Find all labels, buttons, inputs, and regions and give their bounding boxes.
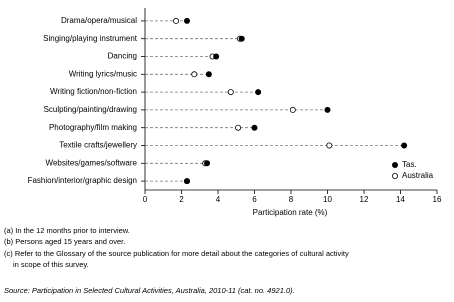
legend-marker <box>391 161 398 168</box>
dot <box>238 35 245 42</box>
dot <box>401 142 408 149</box>
dot <box>326 142 333 149</box>
x-tick-label: 4 <box>216 195 221 204</box>
dot <box>205 71 212 78</box>
x-axis-label: Participation rate (%) <box>253 208 328 217</box>
y-tick-label: Websites/games/software <box>46 158 138 167</box>
y-tick-label: Photography/film making <box>49 123 137 132</box>
y-tick-label: Sculpting/painting/drawing <box>44 105 137 114</box>
y-tick-label: Textile crafts/jewellery <box>59 141 137 150</box>
legend-label: Australia <box>402 171 434 180</box>
y-tick-label: Dancing <box>108 52 137 61</box>
dot <box>227 89 234 96</box>
dot <box>255 89 262 96</box>
dot <box>213 53 220 60</box>
x-tick-label: 12 <box>360 195 369 204</box>
legend-marker <box>391 172 398 179</box>
dot <box>173 17 180 24</box>
dot <box>191 71 198 78</box>
source: Source: Participation in Selected Cultur… <box>4 286 295 295</box>
dot <box>235 124 242 131</box>
x-tick-label: 8 <box>289 195 294 204</box>
x-tick-label: 16 <box>433 195 442 204</box>
dot <box>289 106 296 113</box>
legend-label: Tas. <box>402 160 417 169</box>
dot <box>204 160 211 167</box>
x-tick-label: 2 <box>179 195 184 204</box>
y-tick-label: Writing lyrics/music <box>69 69 137 78</box>
dot <box>183 178 190 185</box>
footnote: (b) Persons aged 15 years and over. <box>4 237 125 246</box>
x-tick-label: 10 <box>323 195 332 204</box>
y-tick-label: Writing fiction/non-fiction <box>50 87 137 96</box>
footnote: in scope of this survey. <box>13 260 89 269</box>
footnote: (c) Refer to the Glossary of the source … <box>4 249 349 258</box>
footnote: (a) In the 12 months prior to interview. <box>4 226 130 235</box>
x-tick-label: 6 <box>252 195 257 204</box>
y-tick-label: Drama/opera/musical <box>61 16 137 25</box>
dot <box>324 106 331 113</box>
y-tick-label: Fashion/interior/graphic design <box>28 176 137 185</box>
dot <box>251 124 258 131</box>
y-tick-label: Singing/playing instrument <box>43 34 138 43</box>
x-tick-label: 0 <box>143 195 148 204</box>
x-tick-label: 14 <box>396 195 405 204</box>
dot <box>183 17 190 24</box>
